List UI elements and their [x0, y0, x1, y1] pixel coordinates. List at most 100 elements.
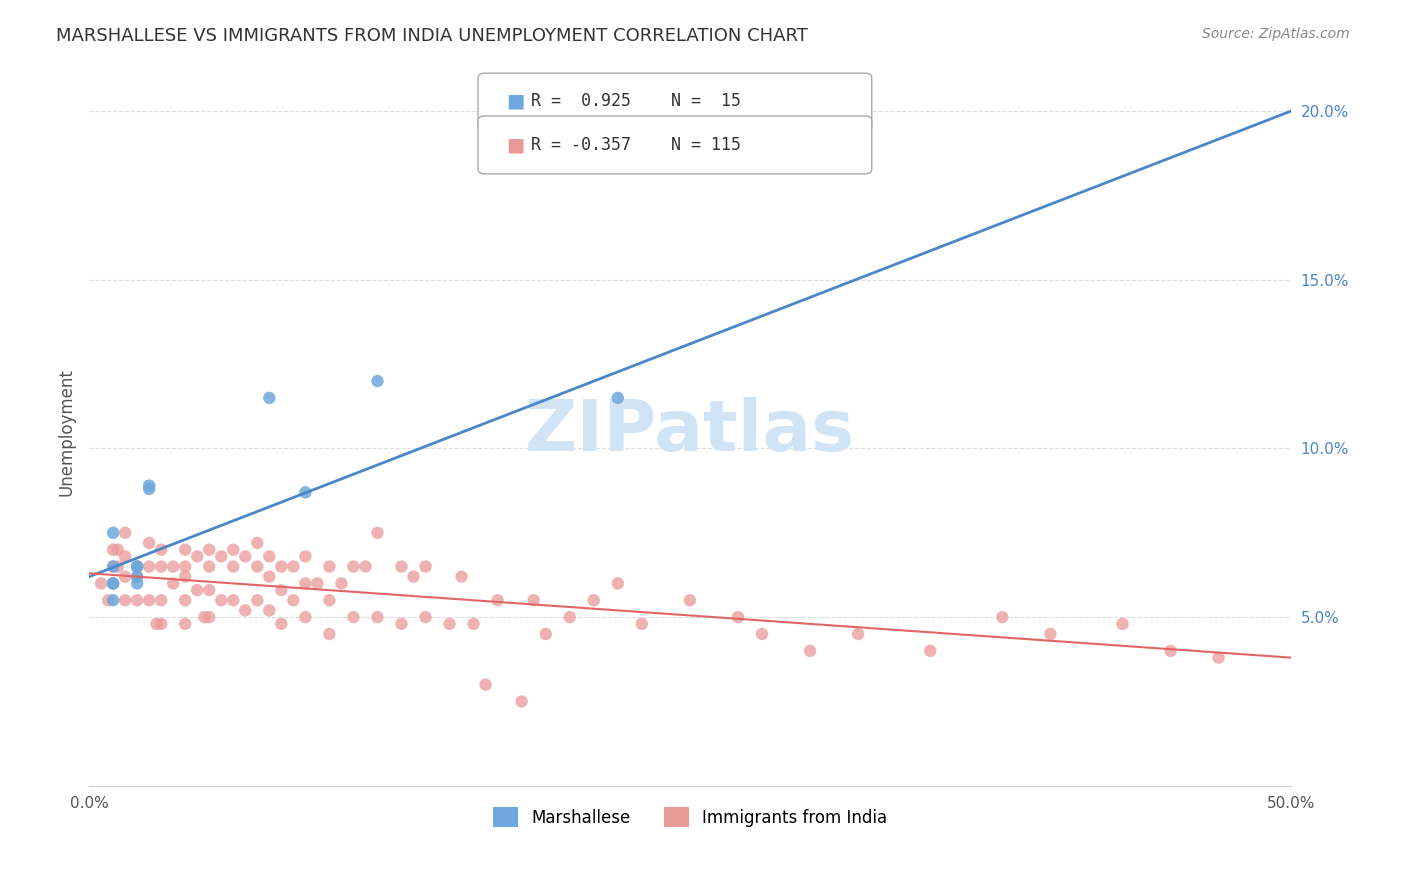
Point	[174, 616, 197, 631]
Legend: Marshallese, Immigrants from India: Marshallese, Immigrants from India	[486, 800, 894, 834]
Point	[450, 569, 472, 583]
Point	[415, 559, 437, 574]
Point	[1039, 627, 1062, 641]
Point	[342, 610, 364, 624]
Point	[138, 593, 160, 607]
Point	[259, 391, 281, 405]
Point	[1160, 644, 1182, 658]
Point	[259, 549, 281, 564]
Point	[534, 627, 557, 641]
Point	[209, 549, 232, 564]
Point	[510, 694, 533, 708]
Point	[150, 559, 173, 574]
Point	[270, 583, 292, 598]
Point	[127, 559, 149, 574]
Point	[366, 374, 388, 388]
Point	[270, 559, 292, 574]
Text: Source: ZipAtlas.com: Source: ZipAtlas.com	[1202, 27, 1350, 41]
Point	[114, 525, 136, 540]
Point	[186, 583, 208, 598]
Point	[101, 559, 124, 574]
Point	[127, 576, 149, 591]
Point	[283, 593, 305, 607]
Point	[174, 593, 197, 607]
Point	[101, 576, 124, 591]
Point	[114, 549, 136, 564]
Point	[107, 542, 129, 557]
Point	[138, 482, 160, 496]
Point	[198, 583, 221, 598]
Point	[246, 593, 269, 607]
Point	[101, 559, 124, 574]
Text: R = -0.357    N = 115: R = -0.357 N = 115	[531, 136, 741, 153]
Point	[391, 616, 413, 631]
Point	[198, 559, 221, 574]
Point	[101, 576, 124, 591]
Point	[354, 559, 377, 574]
Point	[402, 569, 425, 583]
Point	[222, 542, 245, 557]
Point	[127, 569, 149, 583]
Point	[107, 559, 129, 574]
Point	[439, 616, 461, 631]
Point	[198, 542, 221, 557]
Point	[366, 525, 388, 540]
Text: ■: ■	[506, 91, 524, 111]
Point	[138, 536, 160, 550]
Point	[222, 593, 245, 607]
Point	[307, 576, 329, 591]
Point	[846, 627, 869, 641]
Point	[606, 576, 628, 591]
Point	[283, 559, 305, 574]
Point	[679, 593, 702, 607]
Point	[799, 644, 821, 658]
Point	[991, 610, 1014, 624]
Point	[138, 559, 160, 574]
Point	[294, 610, 316, 624]
Point	[114, 593, 136, 607]
Point	[233, 603, 256, 617]
Point	[1111, 616, 1133, 631]
Point	[174, 542, 197, 557]
Point	[318, 627, 340, 641]
Point	[209, 593, 232, 607]
Point	[186, 549, 208, 564]
Point	[259, 603, 281, 617]
Point	[101, 576, 124, 591]
Point	[127, 559, 149, 574]
Point	[391, 559, 413, 574]
Point	[233, 549, 256, 564]
Point	[174, 559, 197, 574]
Point	[727, 610, 749, 624]
Point	[342, 559, 364, 574]
Point	[97, 593, 120, 607]
Point	[582, 593, 605, 607]
Point	[294, 549, 316, 564]
Point	[259, 569, 281, 583]
Point	[101, 542, 124, 557]
Point	[474, 677, 496, 691]
Point	[920, 644, 942, 658]
Point	[294, 485, 316, 500]
Point	[330, 576, 353, 591]
Point	[606, 391, 628, 405]
Point	[294, 576, 316, 591]
Point	[558, 610, 581, 624]
Point	[150, 593, 173, 607]
Point	[127, 593, 149, 607]
Point	[101, 525, 124, 540]
Text: ZIPatlas: ZIPatlas	[524, 397, 855, 467]
Point	[415, 610, 437, 624]
Text: R =  0.925    N =  15: R = 0.925 N = 15	[531, 92, 741, 110]
Point	[318, 559, 340, 574]
Point	[246, 559, 269, 574]
Point	[162, 576, 184, 591]
Point	[246, 536, 269, 550]
Point	[90, 576, 112, 591]
Point	[318, 593, 340, 607]
Point	[751, 627, 773, 641]
Point	[114, 569, 136, 583]
Point	[486, 593, 509, 607]
Point	[198, 610, 221, 624]
Text: ■: ■	[506, 135, 524, 154]
